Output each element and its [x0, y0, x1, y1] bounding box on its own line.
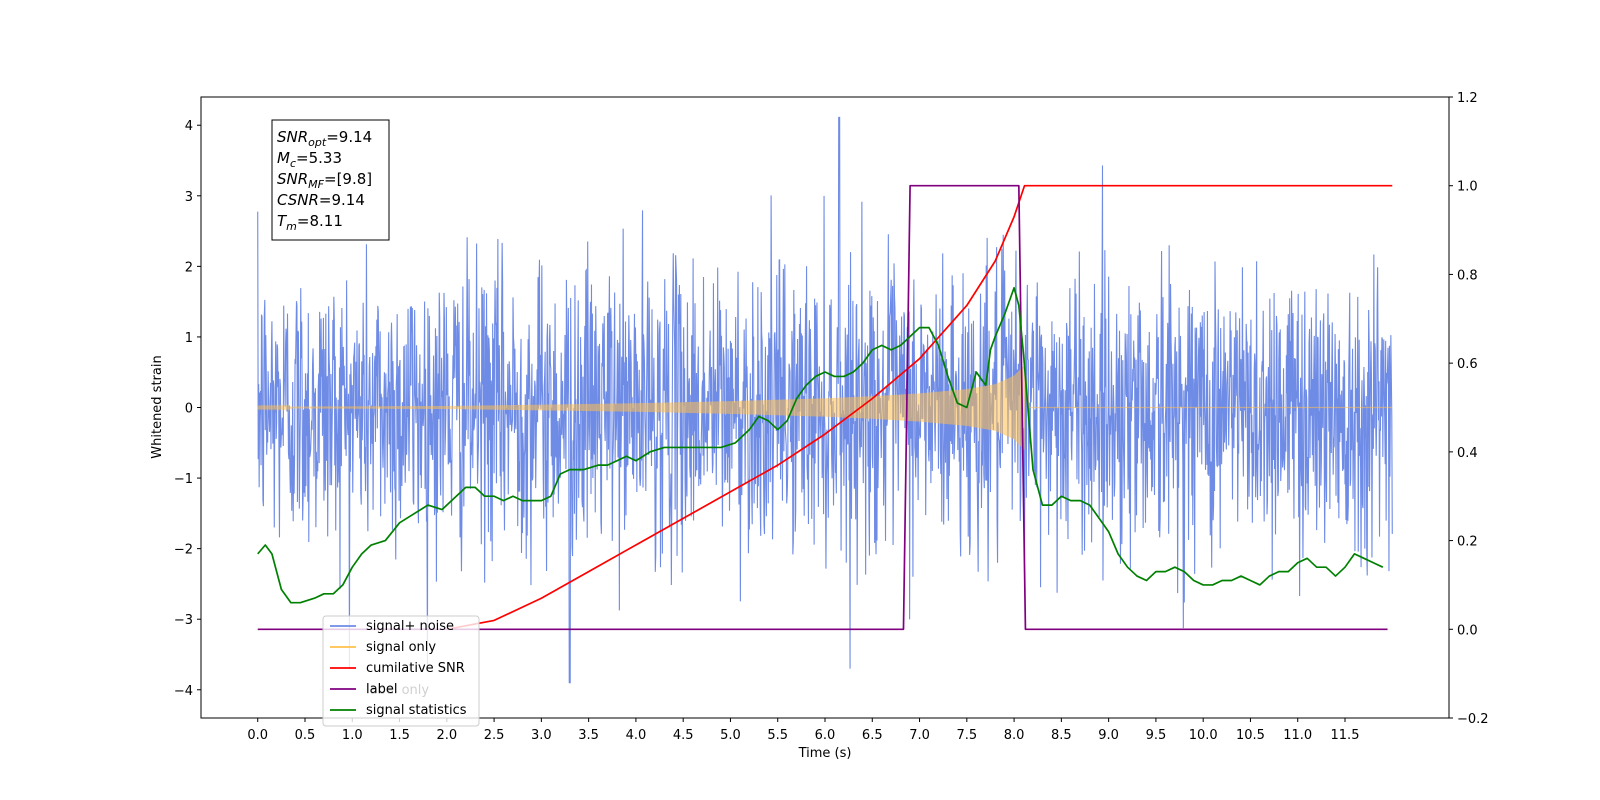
series-cumilative-snr [446, 184, 1393, 631]
series-signal-noise [257, 116, 1393, 684]
y-left-tick-label: 4 [185, 119, 193, 134]
y-right-tick-label: 0.6 [1457, 357, 1478, 372]
annotation-line: CSNR=9.14 [277, 191, 365, 209]
legend-label: signal statistics [366, 703, 467, 718]
x-tick-label: 8.0 [1004, 728, 1025, 743]
y-left-tick-label: −3 [174, 613, 193, 628]
x-tick-label: 0.0 [247, 728, 268, 743]
x-tick-label: 6.0 [815, 728, 836, 743]
x-tick-label: 9.5 [1146, 728, 1167, 743]
legend-frame [322, 615, 480, 727]
x-tick-label: 5.5 [767, 728, 788, 743]
x-tick-label: 5.0 [720, 728, 741, 743]
y-right-tick-label: 0.0 [1457, 623, 1478, 638]
x-tick-label: 0.5 [295, 728, 316, 743]
y-right-tick-label: 1.0 [1457, 180, 1478, 195]
series-signal-only [257, 365, 1393, 450]
y-left-tick-label: 0 [185, 402, 193, 417]
x-tick-label: 6.5 [862, 728, 883, 743]
x-tick-label: 2.5 [484, 728, 505, 743]
x-tick-label: 8.5 [1051, 728, 1072, 743]
x-tick-label: 3.5 [578, 728, 599, 743]
series-signal-statistics [257, 286, 1384, 604]
legend-hidden-text: label only [366, 683, 429, 698]
legend-label: signal only [366, 640, 436, 655]
legend-label: signal+ noise [366, 619, 454, 634]
x-axis: 0.0 0.5 1.0 1.5 2.0 2.5 3.0 3.5 4.0 4.5 5.0 5.5 6.0 6… [247, 718, 1359, 743]
y-left-tick-label: −4 [174, 684, 193, 699]
legend-label: label [366, 682, 397, 697]
y-axis-label: Whitened strain [150, 355, 165, 458]
y-left-tick-label: 2 [185, 260, 193, 275]
legend: label only signal+ noise signal only cumil… [322, 615, 480, 727]
y-left-tick-label: 3 [185, 190, 193, 205]
annotation-line: SNRopt=9.14 [277, 128, 372, 149]
y-axis-left: −4 −3 −2 −1 0 1 2 3 4 [174, 119, 201, 699]
y-right-tick-label: 1.2 [1457, 91, 1478, 106]
x-tick-label: 10.5 [1236, 728, 1265, 743]
y-right-tick-label: 0.2 [1457, 535, 1478, 550]
x-tick-label: 2.0 [436, 728, 457, 743]
annotation-line: Mc=5.33 [277, 149, 342, 170]
y-right-tick-label: −0.2 [1457, 712, 1489, 727]
x-axis-label: Time (s) [798, 746, 852, 761]
x-tick-label: 7.5 [956, 728, 977, 743]
x-tick-label: 10.0 [1189, 728, 1218, 743]
x-tick-label: 1.0 [342, 728, 363, 743]
x-tick-label: 4.0 [626, 728, 647, 743]
y-right-tick-label: 0.4 [1457, 446, 1478, 461]
annotation-frame [271, 119, 390, 241]
y-left-tick-label: −1 [174, 472, 193, 487]
plot-series [257, 116, 1393, 684]
x-tick-label: 11.5 [1331, 728, 1360, 743]
annotation-line: SNRMF=[9.8] [277, 170, 372, 191]
y-left-tick-label: −2 [174, 543, 193, 558]
x-tick-label: 4.5 [673, 728, 694, 743]
x-tick-label: 1.5 [389, 728, 410, 743]
legend-label: cumilative SNR [366, 661, 465, 676]
x-tick-label: 11.0 [1283, 728, 1312, 743]
series-label [257, 184, 1388, 631]
y-left-tick-label: 1 [185, 331, 193, 346]
x-tick-label: 9.0 [1098, 728, 1119, 743]
x-tick-label: 3.0 [531, 728, 552, 743]
x-tick-label: 7.0 [909, 728, 930, 743]
y-right-tick-label: 0.8 [1457, 268, 1478, 283]
y-axis-right: −0.2 0.0 0.2 0.4 0.6 0.8 1.0 1.2 [1449, 91, 1489, 727]
annotation-line: Tm=8.11 [277, 212, 343, 233]
